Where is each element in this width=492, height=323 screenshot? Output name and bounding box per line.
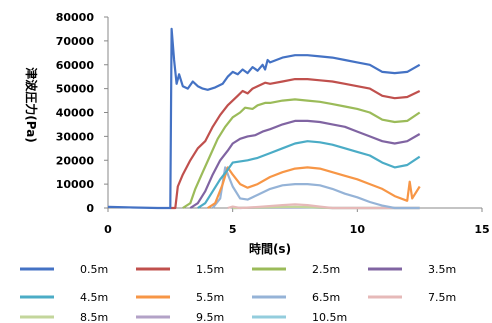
legend-label: 5.5m <box>196 291 224 304</box>
y-ticks: 0 10000 20000 30000 40000 50000 60000 70000 8000… <box>56 11 108 215</box>
series-line-7.5m <box>227 203 420 210</box>
y-tick-label: 50000 <box>56 83 95 96</box>
legend-label: 6.5m <box>312 291 340 304</box>
x-tick-label: 15 <box>474 223 489 236</box>
y-tick-label: 0 <box>86 202 94 215</box>
series-line-4.5m <box>197 140 421 209</box>
legend-label: 1.5m <box>196 263 224 276</box>
y-tick-label: 70000 <box>56 35 95 48</box>
legend-label: 2.5m <box>312 263 340 276</box>
legend-label: 3.5m <box>428 263 456 276</box>
series-line-1.5m <box>170 77 421 210</box>
legend-label: 8.5m <box>80 311 108 323</box>
legend-label: 0.5m <box>80 263 108 276</box>
legend-label: 7.5m <box>428 291 456 304</box>
series-line-0.5m <box>107 27 421 210</box>
axes-layer <box>107 17 482 209</box>
series-line-6.5m <box>211 166 420 210</box>
x-tick-label: 5 <box>229 223 237 236</box>
y-tick-label: 80000 <box>56 11 95 24</box>
y-tick-label: 20000 <box>56 154 95 167</box>
series-line-3.5m <box>189 119 421 209</box>
y-tick-label: 10000 <box>56 178 95 191</box>
y-tick-label: 30000 <box>56 130 95 143</box>
legend-label: 4.5m <box>80 291 108 304</box>
series-line-2.5m <box>182 98 421 209</box>
x-tick-label: 0 <box>104 223 112 236</box>
y-tick-label: 40000 <box>56 107 95 120</box>
x-ticks: 0 5 10 15 <box>104 208 490 236</box>
legend-label: 10.5m <box>312 311 347 323</box>
x-axis-title: 時間(s) <box>249 241 291 256</box>
series-line-5.5m <box>207 166 421 209</box>
legend: 0.5m 1.5m 2.5m 3.5m 4.5m 5.5m 6.5m 7.5m 8.5m 9.5m… <box>20 263 456 323</box>
y-axis-title: 津波圧力(Pa) <box>24 67 39 143</box>
y-tick-label: 60000 <box>56 59 95 72</box>
legend-label: 9.5m <box>196 311 224 323</box>
series-layer <box>107 27 421 210</box>
x-tick-label: 10 <box>350 223 366 236</box>
